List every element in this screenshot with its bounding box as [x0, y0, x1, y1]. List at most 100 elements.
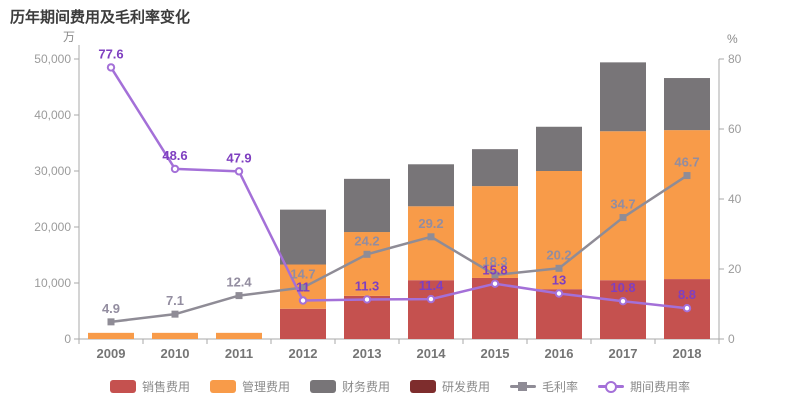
period-expense-ratio-data-label: 48.6	[162, 148, 187, 163]
legend-swatch-finance-expense	[309, 380, 336, 393]
period-expense-ratio-data-label: 10.8	[610, 280, 635, 295]
bar-segment-sales-expense	[280, 308, 326, 339]
legend: 销售费用 管理费用 财务费用 研发费用 毛利率 期间费用率	[0, 378, 800, 395]
gross-margin-marker	[427, 233, 435, 241]
x-axis-category-label: 2017	[609, 346, 638, 361]
period-expense-ratio-marker	[298, 296, 308, 305]
bar-segment-admin-expense	[88, 332, 134, 339]
gross-margin-data-label: 4.9	[102, 301, 120, 316]
right-axis-tick-label: 20	[728, 262, 742, 276]
period-expense-ratio-marker	[618, 297, 628, 306]
period-expense-ratio-marker	[490, 279, 500, 288]
x-axis-category-label: 2014	[417, 346, 447, 361]
legend-item-rd-expense[interactable]: 研发费用	[410, 378, 490, 395]
bar-segment-finance-expense	[344, 178, 390, 233]
gross-margin-data-label: 46.7	[674, 155, 699, 170]
left-axis-tick-label: 50,000	[34, 52, 71, 66]
right-axis-tick-label: 0	[728, 332, 735, 346]
left-axis-tick-label: 10,000	[34, 276, 71, 290]
gross-margin-data-label: 18.3	[482, 254, 507, 269]
bar-segment-admin-expense	[344, 232, 390, 296]
x-axis-category-label: 2011	[225, 346, 253, 361]
gross-margin-data-label: 14.7	[290, 267, 315, 282]
left-axis-tick-label: 0	[64, 332, 71, 346]
square-marker-icon	[518, 382, 528, 391]
gross-margin-marker	[555, 264, 563, 272]
x-axis-category-label: 2013	[353, 346, 382, 361]
period-expense-ratio-data-label: 11.4	[419, 278, 444, 293]
legend-label-rd-expense: 研发费用	[442, 380, 491, 394]
legend-swatch-gross-margin	[510, 382, 537, 391]
gross-margin-data-label: 12.4	[226, 275, 252, 290]
legend-swatch-sales-expense	[109, 380, 136, 393]
legend-label-sales-expense: 销售费用	[141, 380, 190, 394]
x-axis-category-label: 2018	[673, 346, 702, 361]
left-axis-tick-label: 20,000	[34, 220, 71, 234]
gross-margin-data-label: 7.1	[166, 293, 184, 308]
legend-swatch-period-expense-ratio	[598, 381, 625, 393]
bar-segment-admin-expense	[600, 131, 646, 281]
period-expense-ratio-line	[109, 66, 688, 310]
legend-item-period-expense-ratio[interactable]: 期间费用率	[598, 378, 690, 395]
bar-segment-finance-expense	[536, 126, 582, 171]
x-axis-category-label: 2016	[545, 346, 574, 361]
bar-segment-finance-expense	[664, 78, 710, 131]
period-expense-ratio-marker	[106, 63, 116, 72]
gross-margin-marker	[235, 292, 243, 300]
bar-segment-sales-expense	[600, 280, 646, 339]
gross-margin-data-label: 34.7	[610, 197, 635, 212]
gross-margin-data-label: 29.2	[418, 216, 443, 231]
gross-margin-marker	[491, 271, 499, 279]
period-expense-ratio-data-label: 47.9	[226, 150, 251, 165]
x-axis-category-label: 2012	[289, 346, 318, 361]
gross-margin-marker	[363, 250, 371, 258]
legend-item-sales-expense[interactable]: 销售费用	[109, 378, 190, 395]
bar-segment-sales-expense	[408, 280, 454, 339]
legend-item-finance-expense[interactable]: 财务费用	[309, 378, 390, 395]
gross-margin-marker	[683, 172, 691, 180]
x-axis-category-label: 2015	[481, 346, 510, 361]
bar-segment-admin-expense	[472, 186, 518, 278]
gross-margin-marker	[299, 284, 307, 292]
bar-segment-finance-expense	[472, 149, 518, 187]
legend-label-period-expense-ratio: 期间费用率	[630, 380, 691, 394]
legend-label-finance-expense: 财务费用	[341, 380, 390, 394]
period-expense-ratio-marker	[554, 289, 564, 298]
right-axis-tick-label: 60	[728, 122, 742, 136]
gross-margin-marker	[171, 310, 179, 318]
period-expense-ratio-marker	[426, 294, 436, 304]
period-expense-ratio-data-label: 11.3	[355, 278, 380, 293]
bar-segment-admin-expense	[216, 332, 262, 339]
legend-item-gross-margin[interactable]: 毛利率	[510, 378, 578, 395]
gross-margin-line	[110, 174, 688, 324]
right-axis-unit: %	[727, 32, 738, 46]
period-expense-ratio-marker	[234, 167, 244, 176]
period-expense-ratio-data-label: 11	[296, 280, 310, 295]
period-expense-ratio-data-label: 15.8	[482, 263, 507, 278]
bar-segment-admin-expense	[152, 332, 198, 339]
chart-title: 历年期间费用及毛利率变化	[10, 9, 191, 26]
circle-marker-icon	[605, 381, 618, 393]
period-expense-ratio-marker	[682, 304, 692, 313]
right-axis-tick-label: 40	[728, 192, 742, 206]
gross-margin-data-label: 24.2	[354, 233, 379, 248]
legend-label-gross-margin: 毛利率	[542, 380, 579, 394]
left-axis-unit: 万	[63, 30, 75, 44]
period-expense-ratio-marker	[362, 295, 372, 304]
x-axis-category-label: 2009	[97, 346, 126, 361]
left-axis-tick-label: 30,000	[34, 164, 71, 178]
legend-swatch-rd-expense	[410, 380, 436, 393]
left-axis-tick-label: 40,000	[34, 108, 71, 122]
x-axis-category-label: 2010	[161, 346, 190, 361]
bar-segment-admin-expense	[408, 206, 454, 281]
gross-margin-marker	[107, 318, 115, 326]
gross-margin-marker	[619, 214, 627, 222]
gross-margin-data-label: 20.2	[546, 247, 571, 262]
period-expense-ratio-data-label: 13	[552, 273, 566, 288]
legend-item-admin-expense[interactable]: 管理费用	[209, 378, 290, 395]
period-expense-ratio-data-label: 8.8	[678, 287, 696, 302]
bar-segment-admin-expense	[664, 130, 710, 280]
right-axis-tick-label: 80	[728, 52, 742, 66]
